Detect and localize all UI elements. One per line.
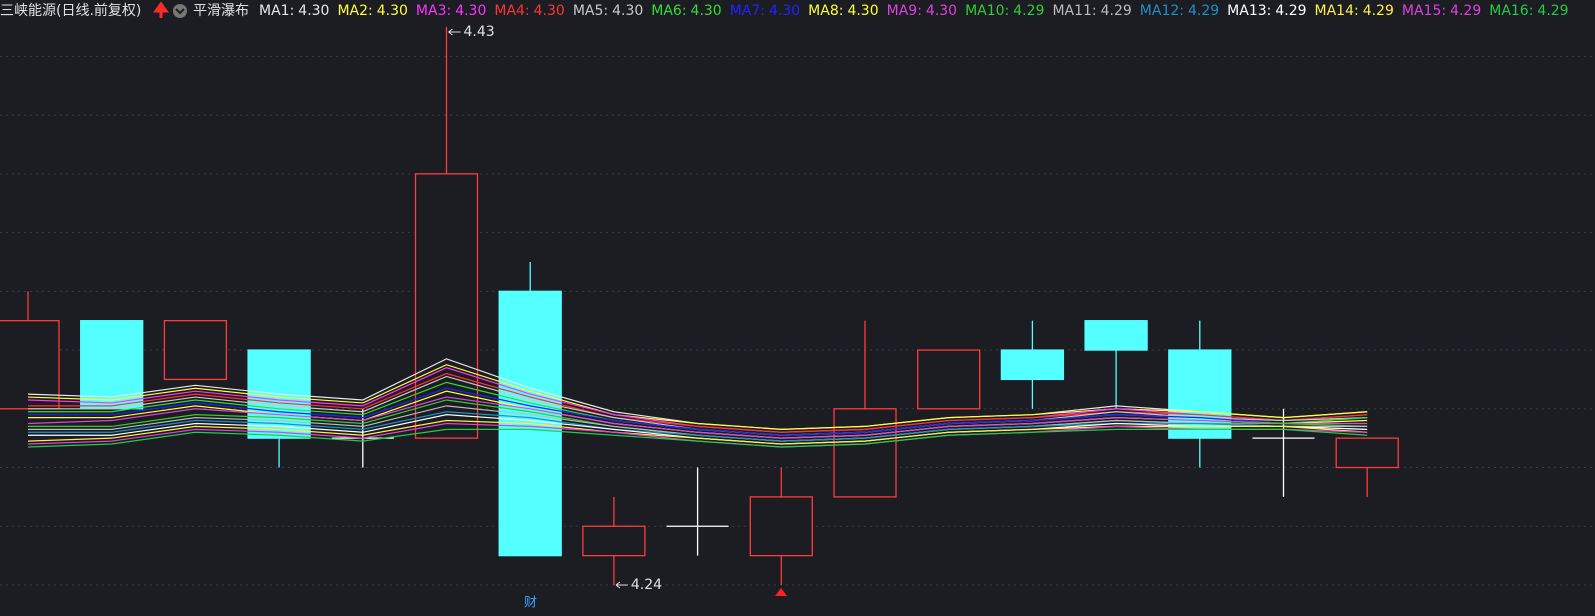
up-arrow-icon bbox=[153, 1, 169, 18]
annotation-arrow bbox=[615, 581, 628, 589]
event-marker bbox=[775, 588, 787, 596]
legend-name: MA6: bbox=[651, 3, 686, 19]
legend-name: MA2: bbox=[337, 3, 372, 19]
legend-name: MA8: bbox=[808, 3, 843, 19]
candle-body bbox=[0, 320, 60, 410]
ma-line bbox=[28, 372, 1368, 433]
candle-body bbox=[917, 349, 981, 410]
legend-name: MA1: bbox=[259, 3, 294, 19]
ma-line bbox=[27, 364, 1368, 430]
legend-name: MA7: bbox=[730, 3, 765, 19]
candle-body bbox=[1335, 437, 1399, 469]
legend-value: 4.29 bbox=[1013, 3, 1044, 19]
legend-entry: MA4: 4.30 bbox=[494, 3, 564, 19]
legend-name: MA12: bbox=[1140, 3, 1184, 19]
legend-entry: MA11: 4.29 bbox=[1052, 3, 1131, 19]
legend-name: MA9: bbox=[887, 3, 922, 19]
candle-body bbox=[1168, 349, 1232, 439]
candle-body bbox=[1084, 320, 1148, 351]
finance-marker: 财 bbox=[524, 596, 537, 611]
legend-value: 4.29 bbox=[1450, 3, 1481, 19]
candle-body bbox=[833, 408, 897, 498]
annotation-label: 4.24 bbox=[631, 577, 662, 593]
dropdown-chevron bbox=[175, 8, 185, 15]
legend-entry: MA8: 4.30 bbox=[808, 3, 878, 19]
candle-body bbox=[749, 496, 813, 557]
chart-title: 三峡能源(日线.前复权) bbox=[0, 2, 141, 19]
legend-value: 4.29 bbox=[1275, 3, 1306, 19]
legend-name: MA5: bbox=[573, 3, 608, 19]
legend-entry: MA5: 4.30 bbox=[573, 3, 643, 19]
legend-entry: MA1: 4.30 bbox=[259, 3, 329, 19]
candles bbox=[0, 27, 1399, 585]
legend-entry: MA7: 4.30 bbox=[730, 3, 800, 19]
legend-value: 4.30 bbox=[612, 3, 643, 19]
legend-name: MA10: bbox=[965, 3, 1009, 19]
legend-entry: MA2: 4.30 bbox=[337, 3, 407, 19]
legend-entry: MA14: 4.29 bbox=[1315, 3, 1394, 19]
ma-line bbox=[28, 387, 1368, 436]
moving-averages bbox=[27, 358, 1368, 448]
legend-value: 4.30 bbox=[377, 3, 408, 19]
legend-value: 4.29 bbox=[1101, 3, 1132, 19]
legend-name: MA15: bbox=[1402, 3, 1446, 19]
legend-name: MA14: bbox=[1315, 3, 1359, 19]
legend-name: MA4: bbox=[494, 3, 529, 19]
candle-body bbox=[1000, 349, 1065, 381]
ma-line bbox=[27, 396, 1368, 439]
legend-value: 4.29 bbox=[1188, 3, 1219, 19]
legend-entry: MA15: 4.29 bbox=[1402, 3, 1481, 19]
legend-value: 4.30 bbox=[769, 3, 800, 19]
legend-name: MA16: bbox=[1489, 3, 1533, 19]
legend-value: 4.30 bbox=[691, 3, 722, 19]
annotations: 4.43 4.24 bbox=[448, 24, 662, 593]
ma-line bbox=[28, 411, 1368, 442]
candle-body bbox=[414, 173, 479, 439]
legend-entry: MA3: 4.30 bbox=[416, 3, 486, 19]
ma-line bbox=[27, 428, 1368, 448]
legend-name: MA3: bbox=[416, 3, 451, 19]
legend-value: 4.30 bbox=[926, 3, 957, 19]
legend-entry: MA6: 4.30 bbox=[651, 3, 721, 19]
annotation-arrow bbox=[448, 28, 461, 36]
chart-subtitle: 平滑瀑布 bbox=[193, 2, 249, 19]
annotation-label: 4.43 bbox=[464, 24, 495, 40]
legend-entry: MA9: 4.30 bbox=[887, 3, 957, 19]
legend-name: MA11: bbox=[1052, 3, 1096, 19]
candle-body bbox=[163, 320, 228, 381]
legend-entry: MA13: 4.29 bbox=[1227, 3, 1306, 19]
legend-value: 4.30 bbox=[298, 3, 329, 19]
legend-value: 4.30 bbox=[534, 3, 565, 19]
legend-entry: MA16: 4.29 bbox=[1489, 3, 1568, 19]
legend-value: 4.29 bbox=[1363, 3, 1394, 19]
candle-body bbox=[582, 525, 646, 557]
legend-value: 4.29 bbox=[1537, 3, 1568, 19]
legend-entry: MA12: 4.29 bbox=[1140, 3, 1219, 19]
legend-name: MA13: bbox=[1227, 3, 1271, 19]
dropdown-icon[interactable] bbox=[173, 4, 187, 18]
legend-entry: MA10: 4.29 bbox=[965, 3, 1044, 19]
candle-body bbox=[80, 320, 144, 410]
legend-value: 4.30 bbox=[455, 3, 486, 19]
legend-value: 4.30 bbox=[847, 3, 878, 19]
legend: MA1: 4.30 MA2: 4.30 MA3: 4.30 MA4: 4.30 MA5: 4.30… bbox=[259, 3, 1569, 19]
ma-line bbox=[27, 419, 1368, 445]
